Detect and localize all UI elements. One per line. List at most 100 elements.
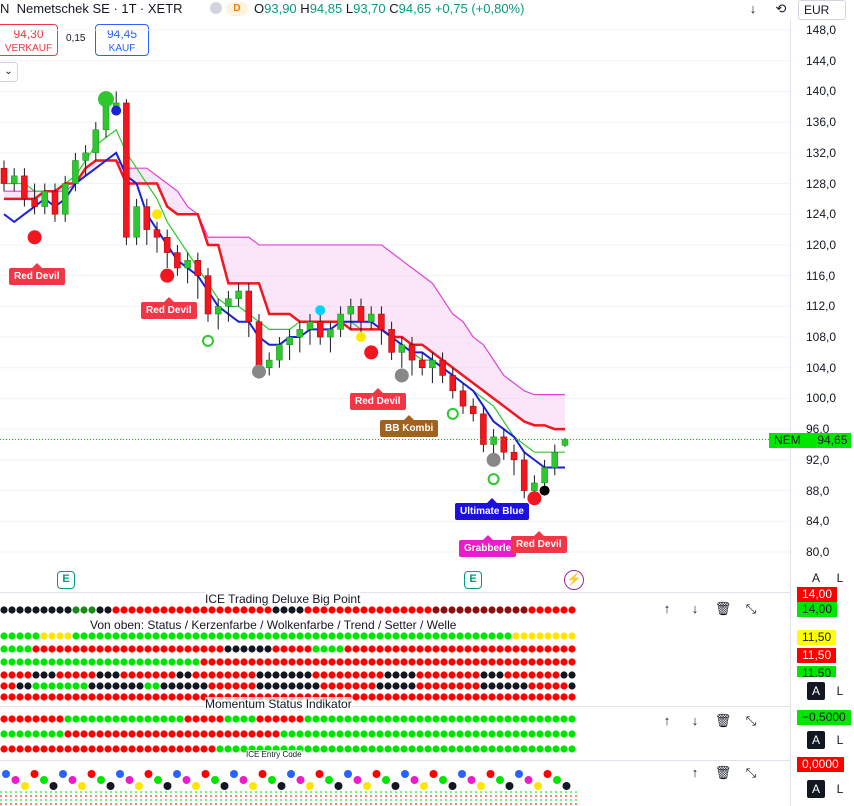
move-pane-down-icon[interactable]: ↓ — [684, 598, 706, 620]
momentum-dot-3 — [560, 745, 568, 753]
momentum-dot-1 — [248, 715, 256, 723]
price-scale[interactable]: 148,0 144,0 140,0 136,0 132,0 128,0 124,0 120,0… — [769, 20, 854, 806]
candle-color-dot — [488, 645, 496, 653]
wave-dot — [352, 693, 360, 701]
open-value: 93,90 — [264, 1, 297, 16]
signal-label-grabberle[interactable]: Grabberle — [459, 535, 517, 557]
candle-color-dot — [88, 645, 96, 653]
move-pane-down-icon[interactable]: ↓ — [684, 710, 706, 732]
signal-label-bb-kombi[interactable]: BB Kombi — [380, 415, 439, 437]
blue-line — [3, 151, 565, 469]
currency-selector[interactable]: EUR — [798, 0, 846, 20]
y-tick-label: 140,0 — [806, 84, 837, 99]
momentum-dot-2 — [520, 730, 528, 738]
momentum-dot-3 — [192, 745, 200, 753]
candle-color-dot — [464, 645, 472, 653]
collapse-icon[interactable]: ⤡ — [740, 598, 762, 620]
log-scale-button[interactable]: L — [836, 782, 844, 796]
momentum-dot-2 — [104, 730, 112, 738]
y-tick-label: 96,0 — [806, 422, 830, 437]
candle — [184, 260, 191, 269]
indicator-panes[interactable] — [0, 592, 790, 806]
price-chart[interactable] — [0, 20, 790, 592]
big-point-dot — [480, 606, 488, 614]
trend-dot — [272, 671, 280, 679]
momentum-dot-3 — [512, 745, 520, 753]
collapse-icon[interactable]: ⤡ — [740, 762, 762, 784]
sync-icon[interactable]: ⟲ — [775, 1, 787, 16]
big-point-dot — [208, 606, 216, 614]
momentum-dot-3 — [312, 745, 320, 753]
candle-color-dot — [40, 645, 48, 653]
auto-scale-button[interactable]: A — [807, 731, 825, 749]
pane-separator-1[interactable] — [0, 592, 790, 593]
trash-icon[interactable]: 🗑 — [712, 598, 734, 620]
signal-label-ultimate-blue[interactable]: Ultimate Blue — [455, 498, 529, 520]
trend-dot — [112, 671, 120, 679]
setter-dot — [536, 682, 544, 690]
trend-dot — [64, 671, 72, 679]
earnings-badge-1[interactable]: E — [57, 571, 75, 589]
trash-icon[interactable]: 🗑 — [712, 762, 734, 784]
momentum-dot-3 — [424, 745, 432, 753]
entry-code-dot — [477, 782, 485, 790]
momentum-dot-3 — [64, 745, 72, 753]
big-point-dot — [256, 606, 264, 614]
arrow-down-icon[interactable]: ↓ — [749, 1, 757, 16]
big-point-dot — [224, 606, 232, 614]
lightning-icon[interactable]: ⚡ — [564, 570, 584, 590]
cloud-color-dot — [136, 658, 144, 666]
momentum-dot-3 — [520, 745, 528, 753]
entry-code-dot — [401, 770, 409, 778]
signal-label-red-devil-1[interactable]: Red Devil — [9, 263, 65, 285]
setter-dot — [504, 682, 512, 690]
candle — [31, 198, 38, 207]
auto-scale-button[interactable]: A — [807, 780, 825, 798]
symbol-name: Nemetschek SE · 1T · XETR — [16, 1, 183, 16]
status-dot — [72, 632, 80, 640]
big-point-dot — [240, 606, 248, 614]
delayed-badge[interactable]: D — [226, 2, 248, 16]
auto-scale-button[interactable]: A — [807, 682, 825, 700]
momentum-dot-1 — [232, 715, 240, 723]
auto-scale-button[interactable]: A — [811, 571, 820, 585]
log-scale-button[interactable]: L — [836, 733, 844, 747]
earnings-badge-2[interactable]: E — [464, 571, 482, 589]
signal-label-red-devil-3[interactable]: Red Devil — [350, 388, 406, 410]
collapse-icon[interactable]: ⤡ — [740, 710, 762, 732]
move-pane-up-icon[interactable]: ↑ — [656, 598, 678, 620]
trend-dot — [392, 671, 400, 679]
momentum-dot-2 — [432, 730, 440, 738]
log-scale-button[interactable]: L — [836, 571, 844, 585]
signal-label-red-devil-4[interactable]: Red Devil — [511, 531, 567, 553]
change-value: +0,75 (+0,80%) — [434, 1, 525, 16]
move-pane-up-icon[interactable]: ↑ — [656, 710, 678, 732]
symbol-title[interactable]: N Nemetschek SE · 1T · XETR — [0, 0, 183, 17]
cloud-color-dot — [232, 658, 240, 666]
signal-label-red-devil-2[interactable]: Red Devil — [141, 297, 197, 319]
candle-color-dot — [160, 645, 168, 653]
status-dot — [456, 632, 464, 640]
candle — [398, 344, 406, 353]
trend-dot — [312, 671, 320, 679]
entry-code-dot — [78, 782, 86, 790]
candle — [510, 451, 518, 461]
candle — [204, 275, 212, 315]
move-pane-up-icon[interactable]: ↑ — [684, 762, 706, 784]
candle-color-dot — [456, 645, 464, 653]
momentum-dot-1 — [112, 715, 120, 723]
pane-separator-3[interactable] — [0, 760, 790, 761]
candle — [418, 359, 426, 369]
momentum-dot-2 — [512, 730, 520, 738]
chevron-down-icon[interactable]: ⌄ — [0, 62, 18, 82]
wave-dot — [392, 693, 400, 701]
log-scale-button[interactable]: L — [836, 684, 844, 698]
trash-icon[interactable]: 🗑 — [712, 710, 734, 732]
wave-dot — [568, 693, 576, 701]
y-tick-label: 116,0 — [806, 268, 836, 283]
momentum-dot-1 — [272, 715, 280, 723]
candle-color-dot — [496, 645, 504, 653]
setter-dot — [16, 682, 24, 690]
big-point-dot — [200, 606, 208, 614]
pane-separator-2[interactable] — [0, 706, 790, 707]
